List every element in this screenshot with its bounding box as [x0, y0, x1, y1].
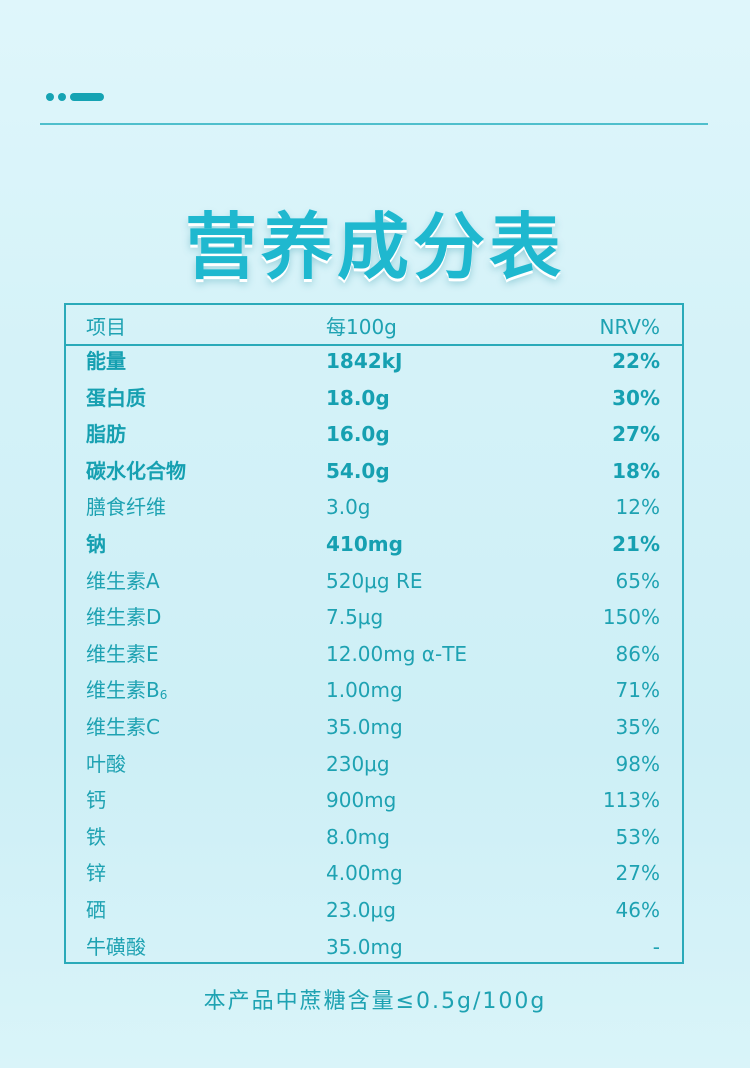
nutrient-nrv: - [652, 934, 660, 959]
header-item: 项目 [86, 315, 126, 339]
nutrient-label: 维生素D [86, 605, 162, 630]
nutrition-table: 项目 每100g NRV% 能量 1842kJ 22% 蛋白质 18.0g 30% 脂肪 16… [64, 303, 684, 964]
table-row: 维生素E 12.00mg α-TE 86% [66, 636, 682, 672]
nutrient-label: 叶酸 [86, 751, 126, 776]
nutrient-nrv: 21% [612, 532, 660, 556]
table-row: 蛋白质 18.0g 30% [66, 380, 682, 416]
nutrient-amount: 16.0g [326, 422, 390, 447]
table-header: 项目 每100g NRV% [66, 305, 682, 346]
nutrient-nrv: 35% [615, 715, 660, 739]
nutrient-name: 维生素D [86, 605, 161, 629]
nutrient-label: 牛磺酸 [86, 934, 146, 959]
nutrient-label: 蛋白质 [86, 385, 146, 410]
header-per-100g: 每100g [326, 315, 397, 339]
nutrient-label: 铁 [86, 824, 106, 849]
nutrient-nrv: 18% [612, 458, 660, 483]
nutrient-name: 碳水化合物 [86, 459, 186, 483]
nutrient-amount: 7.5μg [326, 605, 384, 630]
nutrient-amount: 520μg RE [326, 568, 423, 593]
nutrient-amount: 900mg [326, 788, 397, 813]
table-row: 维生素C 35.0mg 35% [66, 709, 682, 745]
nutrient-name: 维生素A [86, 569, 160, 593]
table-row: 维生素D 7.5μg 150% [66, 599, 682, 635]
nutrient-label: 维生素E [86, 641, 159, 666]
nutrient-label: 维生素A [86, 568, 160, 593]
nutrient-name: 硒 [86, 898, 106, 922]
nutrient-name: 维生素E [86, 642, 159, 666]
nutrient-amount: 18.0g [326, 385, 390, 410]
nutrient-nrv: 30% [612, 385, 660, 410]
nutrient-name: 钙 [86, 788, 106, 812]
nutrient-label: 硒 [86, 898, 106, 922]
nutrient-name: 维生素C [86, 715, 160, 739]
table-row: 维生素A 520μg RE 65% [66, 563, 682, 599]
table-row: 能量 1842kJ 22% [66, 343, 682, 379]
nutrient-nrv: 22% [612, 349, 660, 373]
nutrient-subscript: 6 [159, 688, 168, 703]
nutrient-nrv: 46% [615, 898, 660, 922]
nutrient-nrv: 113% [602, 788, 660, 813]
nutrient-amount: 54.0g [326, 458, 390, 483]
nutrient-label: 锌 [86, 861, 106, 886]
nutrient-name: 维生素B6 [86, 678, 167, 707]
table-row: 硒 23.0μg 46% [66, 892, 682, 928]
nutrient-amount: 410mg [326, 532, 403, 556]
table-row: 膳食纤维 3.0g 12% [66, 489, 682, 525]
nutrient-nrv: 53% [615, 824, 660, 849]
table-row: 钠 410mg 21% [66, 526, 682, 562]
table-row: 碳水化合物 54.0g 18% [66, 453, 682, 489]
nutrient-amount: 8.0mg [326, 824, 390, 849]
nutrient-label: 脂肪 [86, 422, 126, 447]
nutrient-nrv: 98% [615, 751, 660, 776]
nutrient-amount: 35.0mg [326, 715, 403, 739]
nutrient-name: 锌 [86, 861, 106, 885]
nutrient-name: 能量 [86, 349, 126, 373]
nutrient-label: 钙 [86, 788, 106, 813]
table-row: 脂肪 16.0g 27% [66, 416, 682, 452]
nutrient-name: 牛磺酸 [86, 935, 146, 959]
header-nrv: NRV% [599, 315, 660, 339]
table-row: 钙 900mg 113% [66, 782, 682, 818]
nutrient-name: 铁 [86, 825, 106, 849]
nutrient-amount: 12.00mg α-TE [326, 641, 468, 666]
nutrient-amount: 1.00mg [326, 678, 403, 703]
nutrient-label: 维生素B [86, 678, 160, 703]
nutrient-amount: 230μg [326, 751, 390, 776]
nutrient-amount: 3.0g [326, 495, 371, 520]
nutrient-name: 叶酸 [86, 752, 126, 776]
nutrient-label: 维生素C [86, 715, 160, 739]
table-row: 叶酸 230μg 98% [66, 746, 682, 782]
nutrient-name: 膳食纤维 [86, 495, 166, 519]
pill-icon [70, 93, 104, 101]
nutrient-label: 钠 [86, 532, 106, 556]
nutrient-label: 膳食纤维 [86, 495, 166, 520]
sucrose-note: 本产品中蔗糖含量≤0.5g/100g [203, 989, 547, 1014]
table-row: 锌 4.00mg 27% [66, 855, 682, 891]
table-row: 维生素B6 1.00mg 71% [66, 672, 682, 708]
nutrient-nrv: 71% [615, 678, 660, 703]
nutrient-amount: 23.0μg [326, 898, 396, 922]
nutrient-label: 碳水化合物 [86, 458, 186, 483]
nutrient-name: 蛋白质 [86, 386, 146, 410]
nutrient-amount: 4.00mg [326, 861, 403, 886]
nutrient-nrv: 12% [615, 495, 660, 520]
nutrient-nrv: 27% [612, 422, 660, 447]
nutrient-nrv: 27% [615, 861, 660, 886]
dot-icon [46, 93, 54, 101]
nutrient-label: 能量 [86, 349, 126, 373]
nutrient-nrv: 86% [615, 641, 660, 666]
top-divider [40, 123, 708, 125]
nutrient-nrv: 65% [615, 568, 660, 593]
nutrient-name: 钠 [86, 532, 106, 556]
nutrient-name: 脂肪 [86, 422, 126, 446]
nutrient-amount: 1842kJ [326, 349, 403, 373]
table-row: 牛磺酸 35.0mg - [66, 929, 682, 965]
nutrient-amount: 35.0mg [326, 934, 403, 959]
page-title: 营养成分表 [184, 205, 565, 289]
nutrient-nrv: 150% [602, 605, 660, 630]
table-row: 铁 8.0mg 53% [66, 819, 682, 855]
dot-icon [58, 93, 66, 101]
